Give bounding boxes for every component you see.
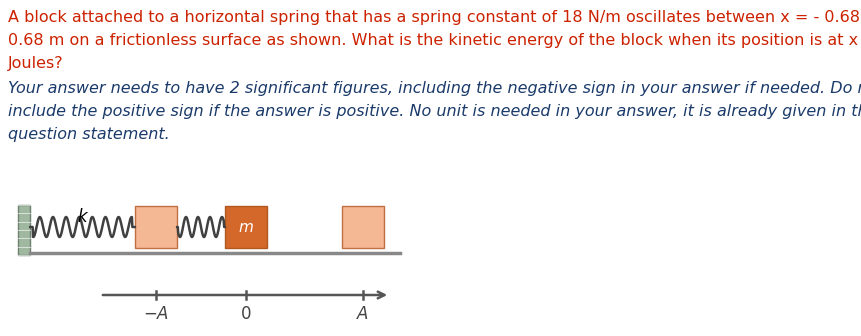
Bar [18,205,30,255]
Text: Joules?: Joules? [8,56,64,71]
Text: 0.68 m on a frictionless surface as shown. What is the kinetic energy of the blo: 0.68 m on a frictionless surface as show… [8,33,861,48]
Text: $0$: $0$ [240,305,251,323]
Text: k: k [77,208,87,226]
Bar [225,206,267,248]
Text: Your answer needs to have 2 significant figures, including the negative sign in : Your answer needs to have 2 significant … [8,81,861,96]
Bar [342,206,383,248]
Text: include the positive sign if the answer is positive. No unit is needed in your a: include the positive sign if the answer … [8,104,861,119]
Text: m: m [238,219,253,235]
Text: $-A$: $-A$ [143,305,169,323]
Text: $A$: $A$ [356,305,369,323]
Bar [135,206,177,248]
Text: A block attached to a horizontal spring that has a spring constant of 18 N/m osc: A block attached to a horizontal spring … [8,10,861,25]
Text: question statement.: question statement. [8,127,170,142]
